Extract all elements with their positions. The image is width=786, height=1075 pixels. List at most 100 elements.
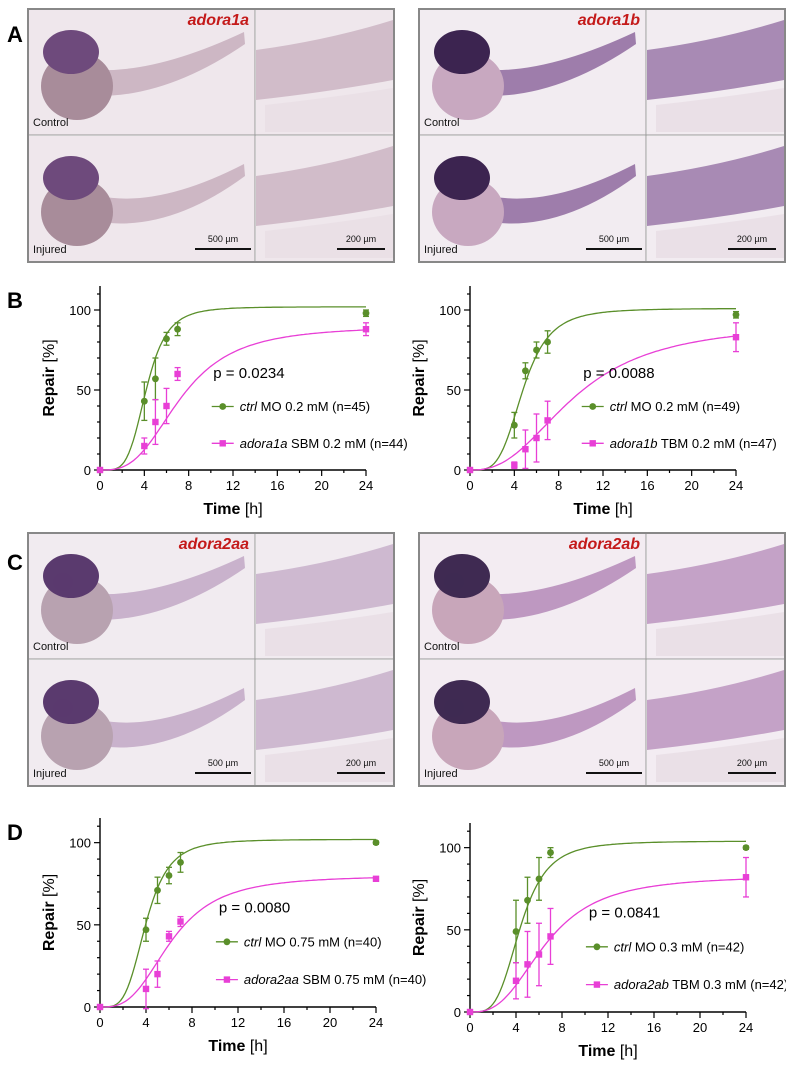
scale-bar-small bbox=[728, 772, 776, 774]
scale-bar-large bbox=[586, 772, 642, 774]
data-point bbox=[152, 418, 159, 426]
scale-bar-small bbox=[728, 248, 776, 250]
panel-letter-c: C bbox=[7, 550, 23, 575]
legend-marker bbox=[593, 943, 601, 951]
row-label-injured: Injured bbox=[424, 244, 458, 256]
data-point bbox=[742, 874, 750, 881]
legend-label: adora2aa SBM 0.75 mM (n=40) bbox=[244, 972, 426, 987]
trunk-zoom bbox=[647, 544, 784, 656]
y-tick-label: 0 bbox=[454, 463, 461, 478]
data-point bbox=[142, 926, 150, 934]
x-tick-label: 0 bbox=[466, 478, 473, 493]
x-tick-label: 8 bbox=[555, 478, 562, 493]
row-label-injured: Injured bbox=[33, 768, 67, 780]
legend-marker bbox=[593, 981, 601, 988]
trunk-zoom bbox=[256, 670, 393, 782]
x-tick-label: 4 bbox=[141, 478, 148, 493]
legend-label: ctrl MO 0.2 mM (n=49) bbox=[610, 399, 740, 414]
trunk-zoom bbox=[256, 20, 393, 132]
row-label-injured: Injured bbox=[33, 244, 67, 256]
data-point bbox=[142, 985, 150, 993]
legend-marker bbox=[589, 440, 596, 447]
data-point bbox=[466, 466, 474, 474]
x-tick-label: 12 bbox=[601, 1020, 615, 1035]
legend-label: adora1b TBM 0.2 mM (n=47) bbox=[610, 436, 777, 451]
data-point bbox=[742, 844, 750, 852]
trunk-zoom bbox=[647, 20, 784, 132]
data-point bbox=[372, 839, 380, 847]
image-panel-adora2ab: adora2ab Control Injured 500 µm 200 µm bbox=[418, 532, 786, 787]
data-point bbox=[177, 918, 184, 925]
p-value-annotation: p = 0.0841 bbox=[589, 905, 660, 922]
x-tick-label: 4 bbox=[142, 1015, 149, 1030]
data-point bbox=[96, 466, 104, 474]
data-point bbox=[141, 442, 148, 450]
scale-bar-label-large: 500 µm bbox=[598, 758, 630, 768]
image-panel-adora1a: adora1a Control Injured 500 µm 200 µm bbox=[27, 8, 395, 263]
scale-bar-large bbox=[195, 772, 251, 774]
x-tick-label: 0 bbox=[96, 1015, 103, 1030]
embryo-shape bbox=[41, 554, 245, 644]
data-point bbox=[544, 417, 551, 424]
chart-b-left: 0 4 8 12 16 20 24 0 50 100 Time [h] Repair [%] ctrl … bbox=[41, 286, 408, 518]
scale-bar-large bbox=[586, 248, 642, 250]
row-label-control: Control bbox=[33, 117, 69, 129]
panel-letter-a: A bbox=[7, 22, 23, 47]
y-tick-label: 50 bbox=[447, 923, 461, 938]
data-point bbox=[163, 335, 170, 343]
row-label-control: Control bbox=[424, 117, 460, 129]
chart-b-right: 0 4 8 12 16 20 24 0 50 100 Time [h] Repair [%] ctrl … bbox=[411, 286, 777, 518]
data-point bbox=[372, 875, 380, 883]
scale-bar-label-small: 200 µm bbox=[345, 234, 377, 244]
scale-bar-label-small: 200 µm bbox=[736, 758, 768, 768]
data-point bbox=[163, 402, 170, 410]
x-tick-label: 8 bbox=[558, 1020, 565, 1035]
scale-bar-small bbox=[337, 248, 385, 250]
y-tick-label: 100 bbox=[439, 303, 461, 318]
x-axis-label: Time [h] bbox=[203, 501, 262, 518]
scale-bar-label-large: 500 µm bbox=[207, 758, 239, 768]
data-point bbox=[547, 933, 554, 940]
scale-bar-label-small: 200 µm bbox=[345, 758, 377, 768]
data-point bbox=[174, 325, 181, 333]
x-tick-label: 16 bbox=[647, 1020, 661, 1035]
legend-marker bbox=[219, 440, 226, 447]
x-axis-label: Time [h] bbox=[578, 1043, 637, 1060]
legend-label: ctrl MO 0.75 mM (n=40) bbox=[244, 934, 382, 949]
fit-curve bbox=[470, 335, 737, 471]
x-tick-label: 16 bbox=[640, 478, 654, 493]
y-tick-label: 50 bbox=[77, 383, 91, 398]
x-tick-label: 4 bbox=[512, 1020, 519, 1035]
legend-marker bbox=[223, 976, 231, 983]
legend-marker bbox=[589, 403, 597, 410]
gene-label: adora2ab bbox=[568, 536, 640, 553]
y-tick-label: 50 bbox=[77, 918, 91, 933]
data-point bbox=[535, 951, 543, 958]
row-label-control: Control bbox=[424, 641, 460, 653]
data-point bbox=[547, 849, 554, 856]
gene-label: adora1a bbox=[187, 12, 249, 29]
embryo-images bbox=[29, 10, 393, 261]
legend-marker bbox=[219, 403, 227, 410]
data-point bbox=[362, 326, 370, 333]
data-point bbox=[732, 311, 740, 319]
row-label-injured: Injured bbox=[424, 768, 458, 780]
embryo-shape bbox=[432, 680, 636, 770]
p-value-annotation: p = 0.0088 bbox=[583, 365, 654, 382]
y-tick-label: 0 bbox=[84, 1000, 91, 1015]
data-point bbox=[524, 961, 531, 968]
x-tick-label: 20 bbox=[314, 478, 328, 493]
data-point bbox=[165, 933, 173, 940]
x-tick-label: 0 bbox=[96, 478, 103, 493]
legend-marker bbox=[223, 938, 231, 946]
y-tick-label: 100 bbox=[439, 841, 461, 856]
data-point bbox=[533, 434, 540, 442]
image-panel-adora1b: adora1b Control Injured 500 µm 200 µm bbox=[418, 8, 786, 263]
x-tick-label: 8 bbox=[185, 478, 192, 493]
data-point bbox=[732, 334, 740, 341]
data-point bbox=[522, 446, 529, 453]
y-axis-label: Repair [%] bbox=[411, 879, 428, 956]
legend-label: adora1a SBM 0.2 mM (n=44) bbox=[240, 436, 408, 451]
data-point bbox=[510, 421, 518, 429]
panel-letter-d: D bbox=[7, 820, 23, 845]
